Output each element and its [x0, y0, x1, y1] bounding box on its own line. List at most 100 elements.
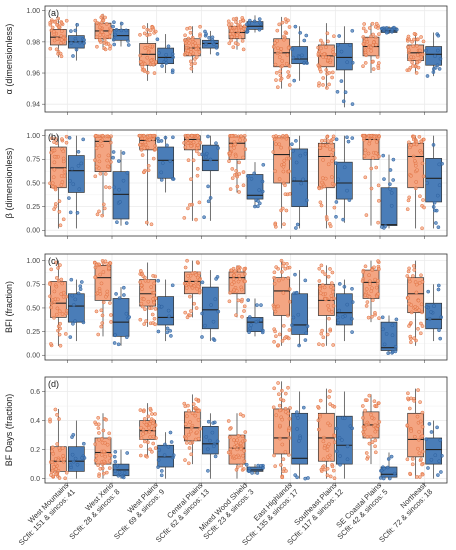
data-point: [101, 300, 106, 305]
data-point: [112, 20, 116, 25]
data-point: [239, 134, 244, 139]
data-point: [151, 137, 156, 142]
data-point: [230, 282, 234, 287]
data-point: [295, 222, 300, 227]
data-point: [272, 270, 277, 275]
data-point: [393, 349, 398, 354]
data-point: [144, 220, 149, 225]
data-point: [280, 206, 285, 211]
data-point: [196, 436, 201, 441]
data-point: [61, 149, 66, 154]
data-point: [254, 319, 258, 324]
data-point: [52, 29, 56, 34]
data-point: [331, 304, 336, 308]
data-point: [196, 418, 201, 422]
data-point: [190, 411, 195, 416]
data-point: [76, 163, 81, 168]
data-point: [292, 78, 297, 83]
data-point: [64, 470, 69, 475]
data-point: [138, 317, 143, 322]
y-tick-label: 1.00: [26, 258, 40, 265]
data-point: [234, 169, 239, 173]
data-point: [191, 140, 196, 145]
data-point: [339, 79, 344, 83]
data-point: [183, 458, 187, 462]
data-point: [145, 145, 150, 150]
data-point: [207, 35, 211, 40]
data-point: [327, 70, 332, 75]
data-point: [237, 268, 241, 273]
data-point: [427, 422, 432, 426]
data-point: [376, 66, 381, 71]
data-point: [367, 273, 371, 278]
panel-frame: [44, 5, 448, 113]
data-point: [273, 41, 277, 45]
data-point: [193, 413, 198, 418]
data-point: [327, 442, 331, 447]
data-point: [171, 55, 175, 60]
data-point: [257, 201, 262, 206]
data-point: [152, 316, 157, 321]
data-point: [194, 55, 199, 59]
data-point: [57, 209, 62, 214]
data-point: [183, 33, 187, 38]
data-point: [143, 307, 147, 312]
data-point: [48, 46, 53, 51]
panel-a: 0.94 0.96 0.98 1.00 (a) α (dimensionless): [4, 5, 448, 115]
data-point: [436, 287, 441, 292]
data-point: [151, 273, 155, 278]
data-point: [242, 438, 247, 443]
data-point: [409, 321, 413, 325]
data-point: [82, 41, 86, 45]
data-point: [246, 298, 251, 302]
data-point: [281, 169, 286, 174]
data-point: [394, 317, 399, 322]
data-point: [319, 38, 323, 43]
data-point: [98, 139, 103, 144]
data-point: [183, 422, 188, 427]
data-point: [416, 446, 420, 451]
data-point: [414, 142, 419, 147]
data-point: [146, 414, 151, 419]
data-point: [415, 53, 420, 57]
data-point: [424, 305, 429, 309]
data-point: [148, 435, 153, 439]
data-point: [260, 179, 265, 184]
data-point: [118, 200, 122, 204]
box-iqr: [157, 146, 175, 179]
data-point: [278, 423, 282, 428]
data-point: [151, 62, 156, 67]
data-point: [329, 297, 334, 301]
data-point: [283, 450, 288, 454]
data-point: [273, 464, 278, 469]
data-point: [420, 279, 425, 284]
data-point: [97, 159, 102, 164]
data-point: [126, 43, 131, 47]
data-point: [77, 187, 82, 192]
data-point: [283, 391, 288, 396]
data-point: [370, 440, 375, 445]
data-point: [107, 185, 112, 190]
data-point: [291, 315, 296, 320]
data-point: [257, 17, 262, 21]
data-point: [48, 181, 52, 186]
data-point: [287, 169, 291, 174]
data-point: [171, 135, 175, 140]
data-point: [247, 315, 252, 319]
panel-b: 0.00 0.25 0.50 0.75 1.00 (b) β (dimensionless): [4, 129, 448, 239]
data-point: [274, 78, 278, 82]
data-point: [291, 55, 296, 60]
y-tick-label: 1.00: [26, 133, 40, 140]
data-point: [153, 322, 157, 327]
data-point: [278, 73, 283, 78]
data-point: [370, 286, 374, 291]
data-point: [138, 32, 142, 37]
data-point: [316, 404, 320, 409]
data-point: [435, 193, 440, 198]
data-point: [279, 47, 284, 51]
y-tick-label: 0.50: [26, 305, 40, 312]
data-point: [142, 417, 147, 421]
data-point: [113, 32, 117, 37]
data-point: [188, 30, 193, 35]
data-point: [167, 314, 171, 319]
